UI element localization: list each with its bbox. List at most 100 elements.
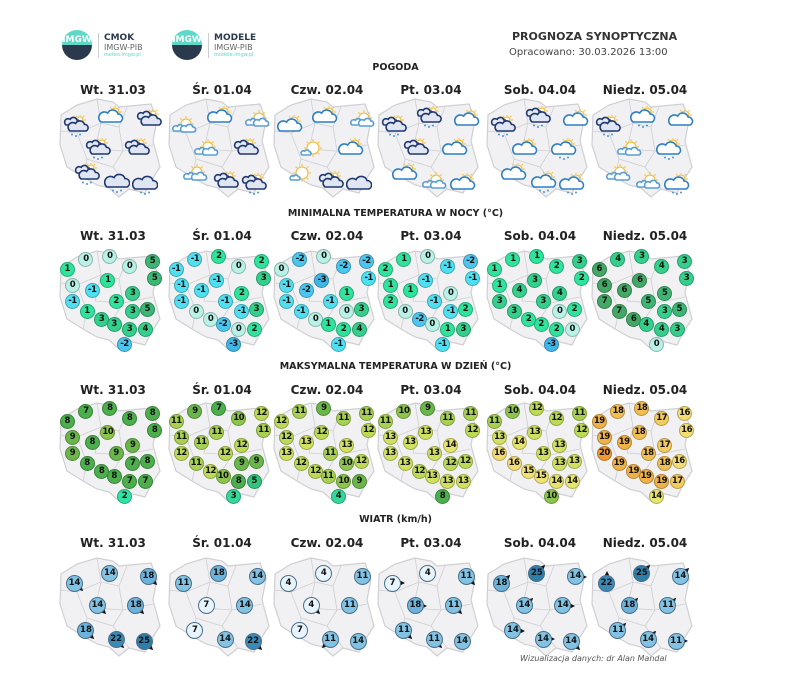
tmax-station: 17 — [657, 438, 673, 454]
tmin-station: -1 — [168, 262, 184, 278]
tmax-station: 13 — [339, 438, 355, 454]
day-label: Czw. 02.04 — [290, 83, 364, 97]
cloudy-rain-icon — [132, 173, 159, 199]
tmax-station: 10 — [231, 411, 247, 427]
tmin-station: 4 — [610, 251, 626, 267]
logo-cmok[interactable]: IMGW CMOK IMGW-PIB meteo.imgw.pl — [62, 30, 143, 60]
tmax-station: 9 — [234, 455, 250, 471]
tmax-station: 9 — [248, 453, 264, 469]
tmin-station: 2 — [457, 301, 473, 317]
tmax-station: 19 — [654, 473, 670, 489]
tmax-station: 8 — [79, 455, 95, 471]
tmax-station: 15 — [533, 469, 549, 485]
tmax-station: 12 — [278, 429, 294, 445]
tmin-station: -2 — [463, 253, 479, 269]
tmax-station: 13 — [397, 455, 413, 471]
section-title-tmax: MAKSYMALNA TEMPERATURA W DZIEŃ (°C) — [279, 361, 512, 372]
overcast-rain-icon — [85, 136, 112, 164]
tmax-map: 9 7 11 10 12 11 11 11 11 12 12 12 11 9 9 12 10 8 5 3 — [168, 400, 274, 505]
partly-cloudy-icon — [206, 104, 233, 132]
wind-station: 25 — [135, 632, 153, 650]
tmax-station: 13 — [418, 424, 434, 440]
tmin-station: 6 — [632, 272, 648, 288]
wind-station: 18 — [406, 597, 424, 615]
wind-station: 11 — [457, 568, 475, 586]
tmin-station: 1 — [440, 321, 456, 337]
tmax-station: 19 — [616, 435, 632, 451]
tmax-station: 4 — [330, 489, 346, 505]
tmin-station: -1 — [234, 303, 250, 319]
tmax-station: 14 — [443, 438, 459, 454]
tmin-station: -1 — [443, 303, 459, 319]
tmax-station: 18 — [657, 455, 673, 471]
tmax-station: 9 — [64, 445, 80, 461]
wind-station: 14 — [101, 565, 119, 583]
day-label: Sob. 04.04 — [503, 229, 577, 243]
tmax-station: 13 — [491, 429, 507, 445]
tmax-station: 3 — [225, 489, 241, 505]
sun-clouds-icon — [194, 138, 220, 164]
partly-cloudy-icon — [563, 107, 589, 135]
wind-station: 14 — [504, 622, 522, 640]
overcast-rain-icon — [74, 161, 100, 189]
tmin-station: 1 — [100, 272, 116, 288]
tmax-station: 7 — [211, 400, 227, 416]
sunny-icon — [299, 138, 325, 164]
tmin-station: 3 — [256, 270, 272, 286]
tmax-station: 12 — [465, 422, 481, 438]
day-label: Niedz. 05.04 — [602, 229, 688, 243]
wind-station: 14 — [534, 630, 552, 648]
tmin-station: -1 — [434, 337, 450, 353]
tmin-map: -1 2 -1 0 2 3 -1 -1 -1 2 -1 -1 0 -1 3 0 -2 0 2 -3 — [168, 248, 274, 353]
tmax-station: 11 — [256, 422, 272, 438]
partly-cloudy-rain-icon — [664, 172, 690, 199]
tmin-station: 3 — [491, 293, 507, 309]
sunny-icon — [288, 163, 314, 189]
wind-map: 11 18 14 7 14 7 14 22 — [168, 556, 274, 660]
overcast-rain-icon — [381, 114, 407, 141]
tmin-map: 1 0 2 -1 -2 -1 -1 1 1 0 2 -1 0 -1 2 -2 0 1 3 -1 — [377, 248, 483, 353]
tmin-station: -2 — [359, 253, 375, 269]
tmax-station: 16 — [679, 422, 695, 438]
tmax-station: 10 — [505, 403, 521, 419]
logo-mark-text: IMGW — [172, 35, 202, 45]
wind-station: 7 — [384, 574, 402, 592]
wind-station: 4 — [280, 574, 298, 592]
tmin-station: 0 — [564, 321, 580, 337]
logo-url: meteo.imgw.pl — [104, 51, 141, 58]
tmin-station: 2 — [377, 262, 393, 278]
weather-map — [59, 97, 165, 201]
tmax-station: 12 — [314, 424, 330, 440]
tmin-station: 3 — [353, 301, 369, 317]
tmin-map: -2 0 0 -2 -2 -1 -3 -1 -2 1 -1 -1 -1 0 3 0 1 2 4 -1 — [273, 248, 379, 353]
tmin-station: 4 — [552, 286, 568, 302]
wind-station: 11 — [395, 622, 413, 640]
partly-cloudy-rain-icon — [531, 170, 557, 197]
partly-cloudy-icon — [454, 107, 480, 135]
tmin-station: 3 — [677, 253, 693, 269]
tmax-station: 19 — [591, 414, 607, 430]
tmax-station: 12 — [574, 422, 590, 438]
day-label: Niedz. 05.04 — [602, 83, 688, 97]
logo-text: MODELE IMGW-PIB modele.imgw.pl — [208, 32, 257, 58]
tmax-station: 8 — [122, 411, 138, 427]
tmin-station: -3 — [543, 337, 559, 353]
tmin-station: 6 — [596, 277, 612, 293]
tmax-station: 14 — [511, 435, 527, 451]
tmax-station: 13 — [552, 438, 568, 454]
wind-station: 11 — [353, 568, 371, 586]
tmin-station: 3 — [535, 293, 551, 309]
wind-station: 11 — [609, 622, 627, 640]
tmin-station: 1 — [529, 248, 545, 264]
tmax-station: 8 — [102, 400, 118, 416]
logo-name: MODELE — [214, 32, 257, 43]
tmin-station: 6 — [591, 262, 607, 278]
logo-modele[interactable]: IMGW MODELE IMGW-PIB modele.imgw.pl — [172, 30, 256, 60]
tmin-station: -2 — [298, 283, 314, 299]
tmin-station: -3 — [225, 337, 241, 353]
tmin-station: 4 — [137, 321, 153, 337]
tmax-station: 14 — [564, 473, 580, 489]
partly-cloudy-icon — [500, 161, 527, 189]
tmax-station: 11 — [486, 414, 502, 430]
tmin-station: 4 — [638, 317, 654, 333]
